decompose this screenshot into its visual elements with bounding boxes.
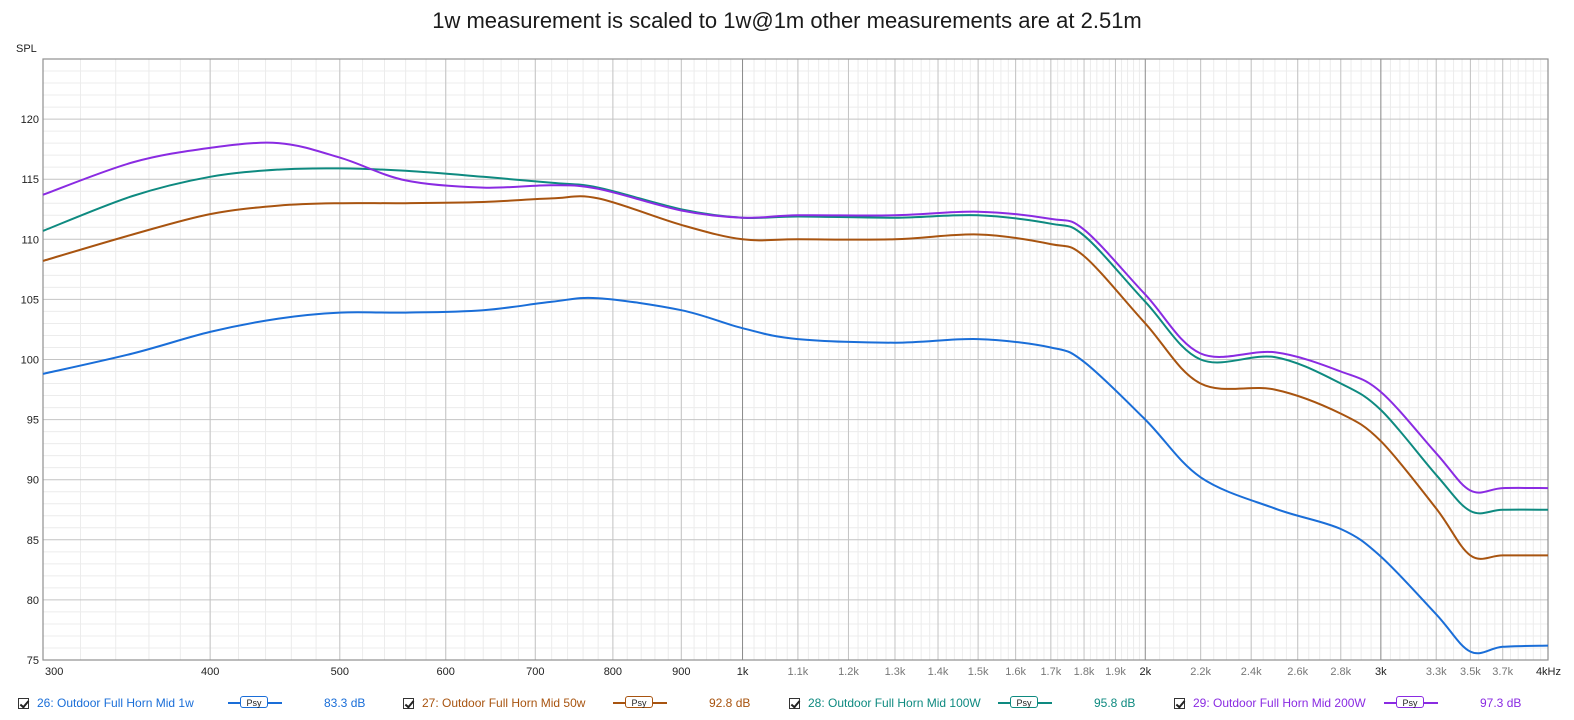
x-tick-label: 300: [45, 666, 63, 678]
x-tick-label: 2.2k: [1190, 666, 1211, 678]
psy-badge-label: Psy: [625, 696, 653, 708]
psy-smoothing-badge[interactable]: Psy: [228, 696, 282, 710]
x-tick-label: 1.9k: [1105, 666, 1126, 678]
y-tick-label: 80: [27, 595, 39, 607]
x-tick-label: 600: [437, 666, 455, 678]
y-tick-label: 95: [27, 415, 39, 427]
legend-label: 26: Outdoor Full Horn Mid 1w: [37, 696, 194, 710]
series-line: [42, 195, 1548, 560]
series-line: [42, 296, 1549, 655]
x-tick-label: 1.4k: [928, 666, 949, 678]
x-tick-label: 3.5k: [1460, 666, 1481, 678]
y-axis-label: SPL: [16, 43, 37, 55]
x-tick-label: 2.8k: [1330, 666, 1351, 678]
x-tick-label: 4kHz: [1536, 666, 1561, 678]
x-tick-label: 3.3k: [1426, 666, 1447, 678]
y-tick-label: 110: [21, 234, 39, 246]
legend-value: 92.8 dB: [709, 696, 751, 710]
x-tick-label: 1.1k: [788, 666, 809, 678]
y-tick-label: 100: [21, 355, 39, 367]
psy-badge-label: Psy: [1396, 696, 1424, 708]
x-tick-label: 1.7k: [1040, 666, 1061, 678]
legend-item-1w[interactable]: 26: Outdoor Full Horn Mid 1w: [18, 692, 194, 714]
x-tick-label: 700: [526, 666, 544, 678]
x-tick-label: 1.2k: [838, 666, 859, 678]
series-line: [42, 141, 1549, 494]
series-line: [42, 167, 1549, 515]
legend-value: 83.3 dB: [324, 696, 366, 710]
x-tick-label: 1.3k: [885, 666, 906, 678]
y-tick-label: 85: [27, 535, 39, 547]
frequency-response-plot: 75 80 85 90 95 100 105 110 115 120 300 400 500 600 700…: [21, 58, 1561, 678]
psy-smoothing-badge[interactable]: Psy: [998, 696, 1052, 710]
legend-label: 29: Outdoor Full Horn Mid 200W: [1193, 696, 1366, 710]
psy-badge-label: Psy: [1010, 696, 1038, 708]
x-tick-label: 2k: [1139, 666, 1151, 678]
legend-value: 95.8 dB: [1094, 696, 1136, 710]
checkbox-200w[interactable]: [1174, 697, 1185, 709]
checkbox-100w[interactable]: [789, 697, 800, 709]
legend-label: 28: Outdoor Full Horn Mid 100W: [808, 696, 981, 710]
y-tick-label: 90: [27, 475, 39, 487]
x-tick-label: 900: [672, 666, 690, 678]
x-tick-label: 800: [604, 666, 622, 678]
plot-frame: [42, 58, 1549, 661]
legend: 26: Outdoor Full Horn Mid 1w Psy 83.3 dB…: [0, 692, 1574, 714]
psy-smoothing-badge[interactable]: Psy: [1384, 696, 1438, 710]
x-tick-label: 2.4k: [1241, 666, 1262, 678]
y-tick-label: 75: [27, 655, 39, 667]
psy-badge-label: Psy: [240, 696, 268, 708]
y-tick-label: 120: [21, 114, 39, 126]
checkbox-50w[interactable]: [403, 697, 414, 709]
x-tick-label: 400: [201, 666, 219, 678]
psy-smoothing-badge[interactable]: Psy: [613, 696, 667, 710]
x-tick-label: 1.8k: [1074, 666, 1095, 678]
y-tick-label: 115: [21, 174, 39, 186]
x-tick-label: 1.5k: [968, 666, 989, 678]
legend-item-100w[interactable]: 28: Outdoor Full Horn Mid 100W: [789, 692, 981, 714]
legend-value: 97.3 dB: [1480, 696, 1522, 710]
legend-item-50w[interactable]: 27: Outdoor Full Horn Mid 50w: [403, 692, 585, 714]
legend-item-200w[interactable]: 29: Outdoor Full Horn Mid 200W: [1174, 692, 1366, 714]
x-tick-label: 500: [331, 666, 349, 678]
x-tick-label: 3k: [1375, 666, 1387, 678]
x-tick-label: 1k: [737, 666, 749, 678]
chart-title: 1w measurement is scaled to 1w@1m other …: [432, 8, 1142, 33]
legend-label: 27: Outdoor Full Horn Mid 50w: [422, 696, 586, 710]
x-tick-label: 1.6k: [1005, 666, 1026, 678]
x-tick-label: 3.7k: [1492, 666, 1513, 678]
y-tick-label: 105: [21, 294, 39, 306]
checkbox-1w[interactable]: [18, 697, 29, 709]
x-tick-label: 2.6k: [1287, 666, 1308, 678]
